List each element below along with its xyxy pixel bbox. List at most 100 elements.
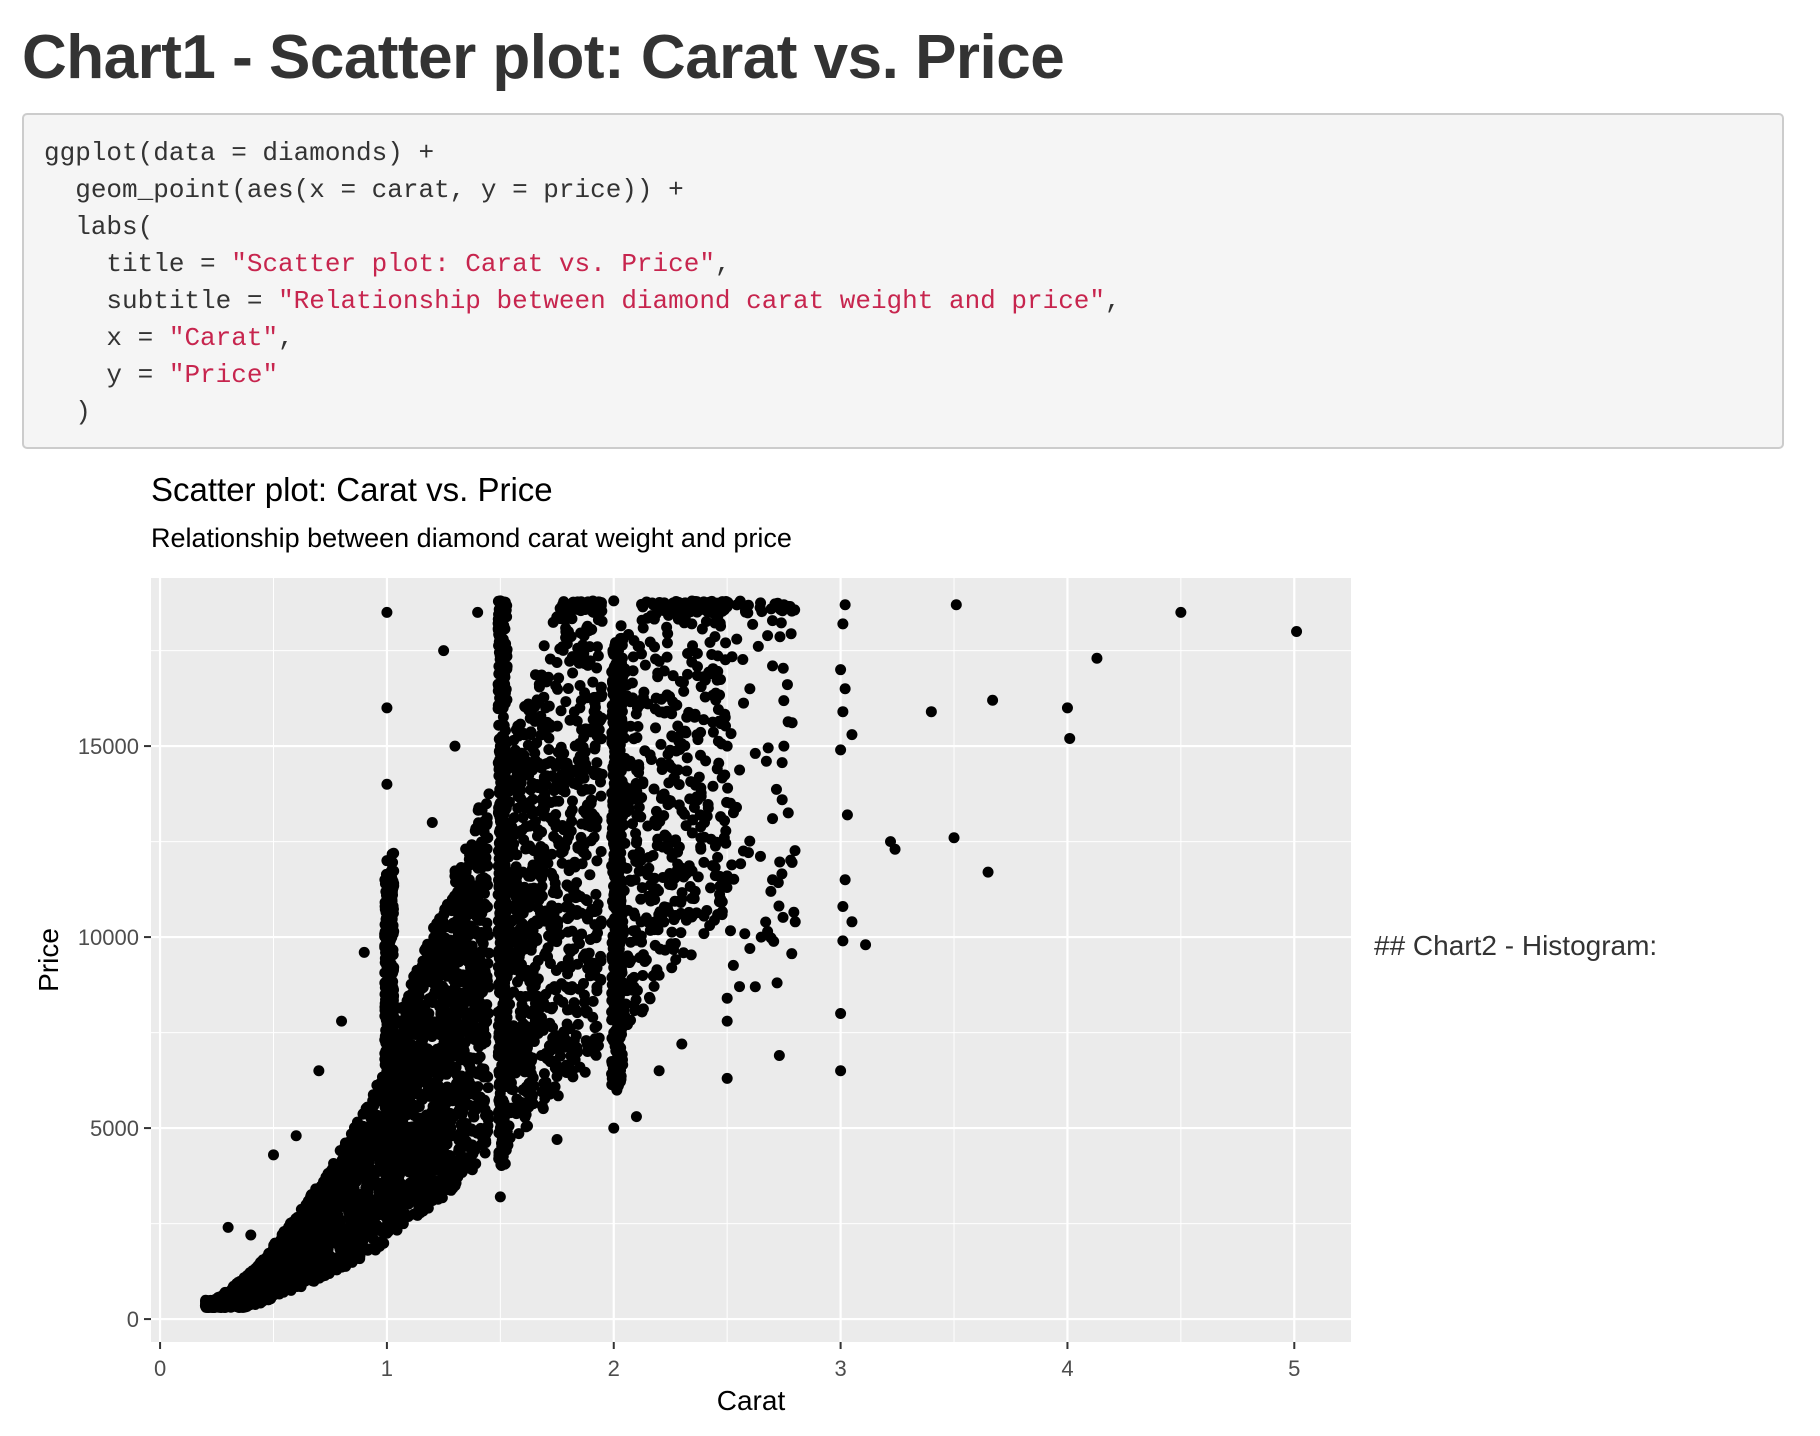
data-point [350, 1174, 362, 1186]
data-point [426, 816, 438, 828]
data-point [456, 1107, 468, 1119]
data-point [545, 867, 557, 879]
data-point [436, 1192, 448, 1204]
data-point [592, 604, 604, 616]
data-point [860, 939, 872, 951]
data-point [925, 706, 937, 718]
data-point [538, 640, 550, 652]
data-point [530, 915, 542, 927]
data-point [460, 1135, 472, 1147]
data-point [566, 651, 578, 663]
data-point [552, 683, 564, 695]
data-point [553, 672, 565, 684]
data-point [582, 659, 594, 671]
data-point [496, 842, 508, 854]
data-point [336, 1015, 348, 1027]
data-point [542, 857, 554, 869]
data-point [595, 776, 607, 788]
data-point [524, 1090, 536, 1102]
data-point [498, 1097, 510, 1109]
code-indent [44, 249, 106, 279]
data-point [588, 831, 600, 843]
data-point [524, 842, 536, 854]
data-point [544, 1039, 556, 1051]
data-point [526, 808, 538, 820]
data-point [571, 1007, 583, 1019]
data-point [413, 1197, 425, 1209]
data-point [560, 696, 572, 708]
data-point [460, 888, 472, 900]
data-point [950, 599, 962, 611]
data-point [581, 808, 593, 820]
data-point [538, 803, 550, 815]
data-point [469, 1034, 481, 1046]
data-point [523, 1101, 535, 1113]
data-point [331, 1264, 343, 1276]
data-point [348, 1247, 360, 1259]
data-point [396, 1077, 408, 1089]
data-point [511, 849, 523, 861]
data-point [500, 647, 512, 659]
data-point [434, 1143, 446, 1155]
data-point [584, 869, 596, 881]
data-point [450, 939, 462, 951]
data-point [778, 740, 790, 752]
data-point [513, 1128, 525, 1140]
data-point [358, 946, 370, 958]
data-point [482, 1071, 494, 1083]
data-point [519, 1111, 531, 1123]
data-point [608, 1122, 620, 1134]
data-point [385, 1034, 397, 1046]
code-string: "Scatter plot: Carat vs. Price" [231, 249, 715, 279]
data-point [574, 680, 586, 692]
data-point [403, 1191, 415, 1203]
data-point [564, 714, 576, 726]
data-point [411, 1009, 423, 1021]
data-point [400, 1148, 412, 1160]
code-string: "Relationship between diamond carat weig… [278, 286, 1105, 316]
data-point [387, 944, 399, 956]
data-point [383, 1225, 395, 1237]
data-point [536, 1100, 548, 1112]
data-point [416, 1041, 428, 1053]
data-point [505, 916, 517, 928]
data-point [537, 996, 549, 1008]
data-point [529, 758, 541, 770]
data-point [528, 1035, 540, 1047]
data-point [451, 1077, 463, 1089]
code-line: labs( [44, 209, 1762, 246]
data-point [1064, 732, 1076, 744]
data-point [562, 912, 574, 924]
data-point [442, 1065, 454, 1077]
data-point [466, 1125, 478, 1137]
data-point [676, 1038, 688, 1050]
data-point [329, 1166, 341, 1178]
data-point [841, 809, 853, 821]
code-string: "Carat" [168, 323, 279, 353]
data-point [390, 1115, 402, 1127]
data-point [501, 944, 513, 956]
data-point [562, 968, 574, 980]
data-point [381, 1063, 393, 1075]
data-point [312, 1208, 324, 1220]
data-point [588, 705, 600, 717]
data-point [538, 1068, 550, 1080]
data-point [889, 843, 901, 855]
data-point [510, 861, 522, 873]
data-point [483, 788, 495, 800]
data-point [575, 627, 587, 639]
code-token: geom_point(aes(x = carat, y = price)) + [75, 175, 684, 205]
data-point [383, 1179, 395, 1191]
data-point [384, 1025, 396, 1037]
data-point [470, 956, 482, 968]
data-point [560, 622, 572, 634]
data-point [514, 1006, 526, 1018]
data-point [591, 905, 603, 917]
data-point [496, 1003, 508, 1015]
data-point [767, 813, 779, 825]
data-point [529, 961, 541, 973]
data-point [501, 694, 513, 706]
data-point [571, 908, 583, 920]
data-point [439, 1152, 451, 1164]
data-point [306, 1275, 318, 1287]
